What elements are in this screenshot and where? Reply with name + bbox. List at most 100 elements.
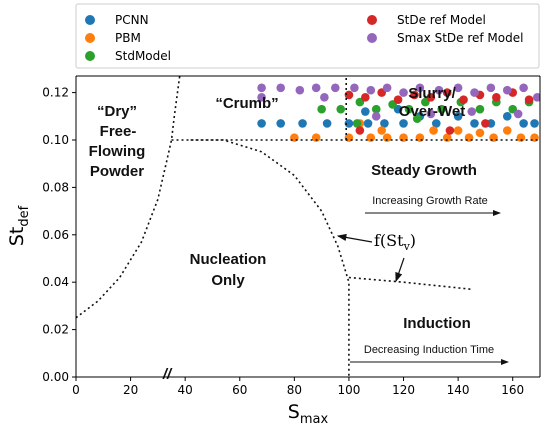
x-tick-label: 60	[232, 383, 247, 397]
data-point	[470, 88, 479, 97]
y-tick-label: 0.02	[42, 323, 69, 337]
legend-marker	[85, 51, 95, 61]
data-point	[459, 95, 468, 105]
boundary-induction_line	[348, 276, 472, 291]
legend-label: PCNN	[115, 13, 149, 27]
function-sub: v	[403, 240, 411, 253]
flowing-label: Flowing	[89, 143, 146, 160]
region-labels: “Dry” Free- Flowing Powder “Crumb” Slurr…	[89, 85, 509, 383]
data-point	[453, 126, 463, 135]
data-point	[320, 93, 329, 102]
data-point	[519, 119, 528, 128]
dry-label: “Dry”	[97, 103, 137, 120]
data-point	[524, 95, 534, 105]
function-label: f(Stv)	[374, 231, 416, 253]
free-label: Free-	[100, 123, 137, 140]
data-point	[257, 119, 266, 128]
data-point	[257, 83, 266, 93]
data-point	[453, 111, 463, 121]
data-point	[502, 126, 512, 135]
data-point	[361, 93, 370, 102]
data-point	[519, 83, 528, 93]
y-tick-label: 0.10	[42, 133, 69, 147]
data-point	[470, 119, 479, 128]
data-point	[475, 104, 485, 114]
growth-rate-label: Increasing Growth Rate	[372, 195, 488, 207]
data-point	[336, 104, 346, 114]
data-point	[442, 133, 452, 142]
data-point	[437, 104, 447, 114]
plot-area	[76, 76, 540, 377]
data-point	[355, 126, 365, 135]
data-point	[393, 95, 403, 105]
only-label: Only	[211, 272, 245, 289]
data-point	[516, 133, 526, 142]
x-tick-label: 40	[178, 383, 193, 397]
data-point	[363, 119, 373, 128]
data-point	[431, 119, 441, 128]
data-point	[530, 119, 539, 128]
data-point	[311, 133, 321, 142]
y-tick-label: 0.06	[42, 228, 69, 242]
induction-label: Induction	[403, 315, 471, 332]
data-point	[492, 93, 501, 102]
legend-marker	[367, 15, 377, 25]
data-point	[467, 107, 477, 116]
y-axis-title: Stdef	[6, 205, 32, 246]
data-point	[344, 119, 354, 128]
legend-label: StDe ref Model	[397, 13, 486, 27]
legend-label: Smax StDe ref Model	[397, 31, 523, 45]
x-axis-title: Smax	[288, 401, 329, 427]
function-arrow-left	[336, 233, 373, 243]
data-point	[257, 93, 266, 102]
data-point	[404, 104, 414, 114]
data-point	[366, 133, 376, 142]
legend-label: StdModel	[115, 49, 171, 63]
data-point	[276, 83, 286, 93]
data-point	[377, 126, 386, 135]
axes: 0 20 40 60 80 100 120 140 160 0.00 0.02 0.04 0.06 0.…	[42, 75, 541, 397]
data-point	[445, 126, 455, 135]
data-point	[481, 119, 490, 128]
data-point	[298, 119, 307, 128]
data-point	[532, 93, 540, 102]
data-point	[429, 126, 438, 135]
y-axis-title-sub: def	[17, 205, 32, 226]
function-text: f(St	[374, 231, 404, 250]
data-point	[502, 85, 512, 95]
data-point	[453, 83, 463, 93]
x-tick-label: 20	[123, 383, 138, 397]
x-axis-title-sub: max	[300, 412, 329, 427]
function-arrow-down	[395, 257, 405, 283]
data-point	[352, 119, 362, 128]
data-point	[317, 104, 326, 114]
legend: PCNN PBM StdModel StDe ref Model Smax StDe r…	[75, 3, 540, 69]
overwet-label: Over-Wet	[399, 103, 465, 120]
crumb-label: “Crumb”	[215, 95, 278, 112]
data-point	[295, 85, 305, 95]
data-point	[366, 85, 376, 95]
powder-label: Powder	[90, 163, 144, 180]
x-tick-label: 80	[287, 383, 302, 397]
data-point	[426, 93, 436, 102]
data-point	[330, 83, 340, 93]
x-tick-label: 0	[72, 383, 80, 397]
y-axis-title-main: St	[6, 227, 28, 247]
data-point	[371, 111, 381, 121]
data-point	[475, 128, 485, 138]
legend-marker	[367, 33, 377, 43]
data-point	[382, 83, 392, 93]
data-point	[382, 133, 392, 142]
legend-box	[75, 3, 540, 69]
y-tick-label: 0.04	[42, 275, 69, 289]
y-tick-label: 0.12	[42, 86, 69, 100]
data-point	[434, 85, 444, 95]
data-point	[442, 88, 452, 97]
data-point	[350, 83, 359, 93]
y-tick-label: 0.08	[42, 180, 69, 194]
legend-marker	[85, 33, 95, 43]
data-point	[415, 83, 425, 93]
data-point	[426, 109, 436, 119]
data-point	[322, 119, 332, 128]
